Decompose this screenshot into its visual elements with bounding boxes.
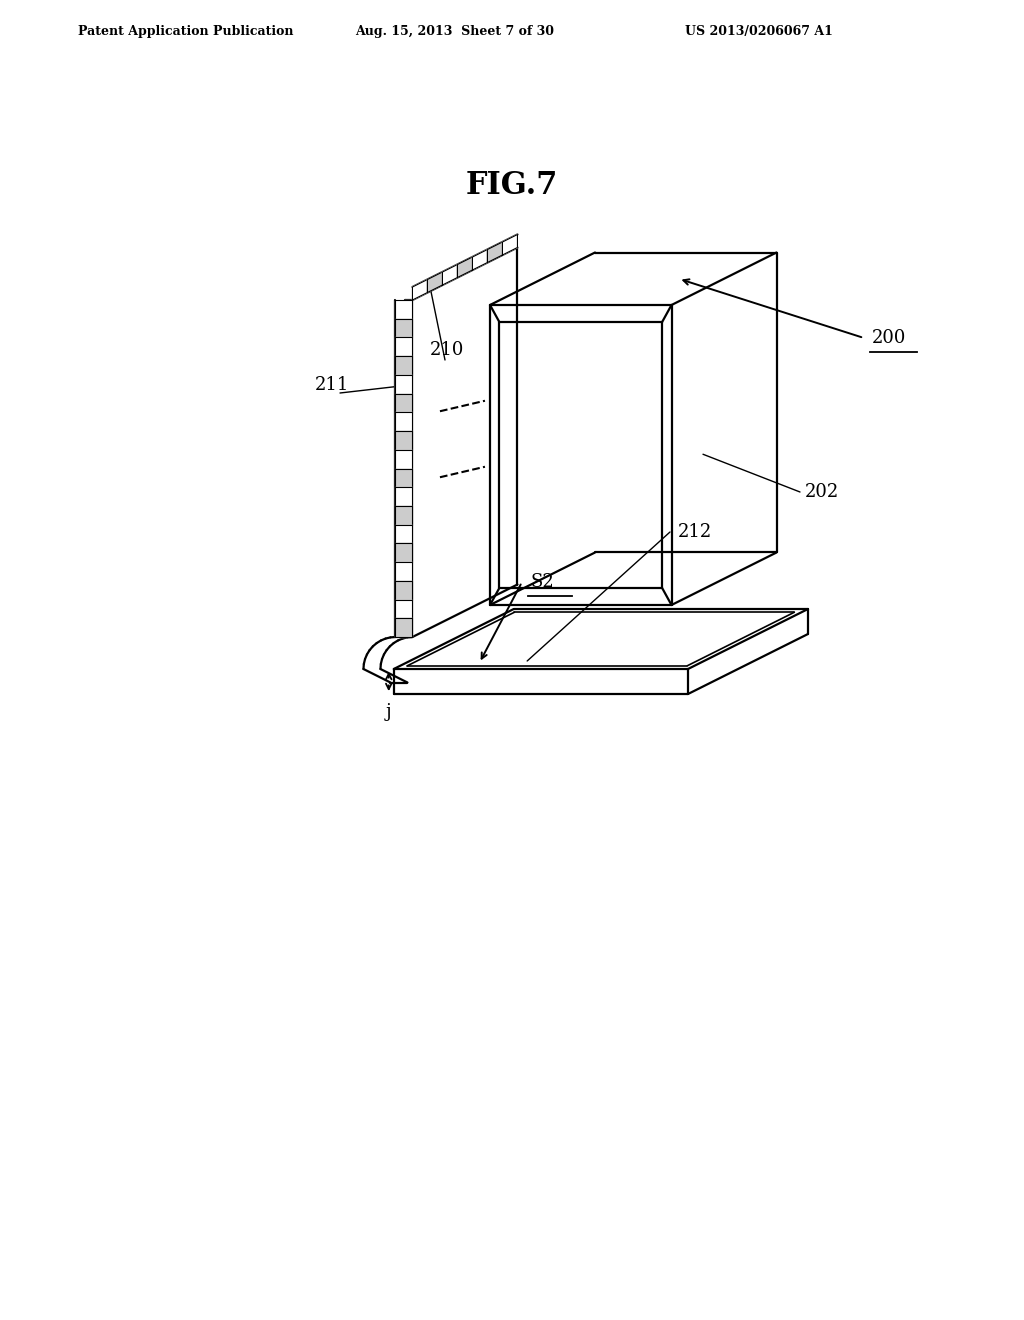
Text: 200: 200 [872,329,906,347]
Text: j: j [386,704,391,721]
Polygon shape [395,544,413,562]
Polygon shape [395,506,413,524]
Text: Patent Application Publication: Patent Application Publication [78,25,294,38]
Text: FIG.7: FIG.7 [466,169,558,201]
Polygon shape [503,235,517,255]
Text: S2: S2 [530,573,554,591]
Text: 210: 210 [430,341,464,359]
Polygon shape [395,300,413,318]
Polygon shape [395,375,413,393]
Polygon shape [395,487,413,506]
Polygon shape [395,338,413,356]
Text: 202: 202 [805,483,840,502]
Polygon shape [395,469,413,487]
Polygon shape [395,450,413,469]
Polygon shape [442,264,458,285]
Text: Aug. 15, 2013  Sheet 7 of 30: Aug. 15, 2013 Sheet 7 of 30 [355,25,554,38]
Polygon shape [472,249,487,271]
Polygon shape [395,524,413,544]
Text: 212: 212 [678,523,713,541]
Polygon shape [487,242,503,263]
Polygon shape [395,599,413,618]
Text: 211: 211 [315,376,349,393]
Polygon shape [458,257,472,277]
Polygon shape [395,432,413,450]
Polygon shape [395,562,413,581]
Polygon shape [395,618,413,638]
Polygon shape [427,272,442,293]
Polygon shape [395,393,413,412]
Polygon shape [395,581,413,599]
Polygon shape [395,318,413,338]
Text: US 2013/0206067 A1: US 2013/0206067 A1 [685,25,833,38]
Polygon shape [413,280,427,300]
Polygon shape [395,412,413,432]
Polygon shape [395,356,413,375]
